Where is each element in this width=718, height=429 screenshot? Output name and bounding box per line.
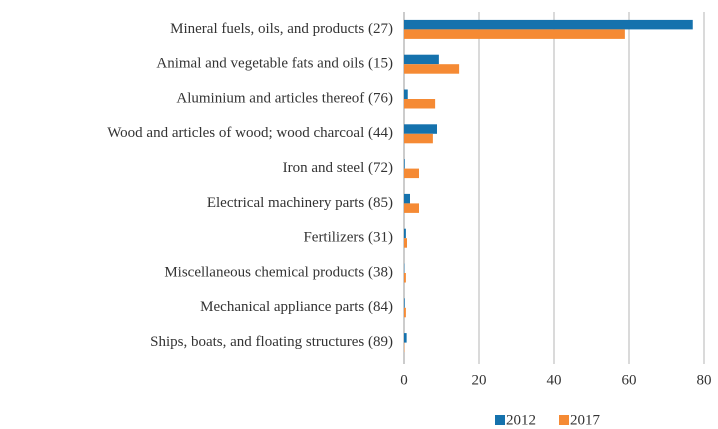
bar bbox=[404, 193, 410, 204]
bar bbox=[404, 64, 460, 74]
bar bbox=[404, 124, 437, 134]
bar bbox=[404, 19, 693, 30]
bar bbox=[404, 203, 419, 213]
category-label: Mechanical appliance parts (84) bbox=[200, 299, 393, 315]
x-tick-label: 80 bbox=[697, 372, 712, 388]
bar bbox=[404, 29, 625, 39]
x-tick-label: 0 bbox=[400, 372, 408, 388]
x-tick-label: 20 bbox=[472, 372, 487, 388]
category-label: Wood and articles of wood; wood charcoal… bbox=[107, 125, 393, 141]
legend-swatch bbox=[495, 415, 505, 425]
bar bbox=[404, 307, 406, 318]
bar bbox=[404, 159, 405, 169]
bar bbox=[404, 133, 433, 144]
category-label: Animal and vegetable fats and oils (15) bbox=[156, 56, 393, 72]
bar bbox=[404, 99, 436, 109]
legend-swatch bbox=[559, 415, 569, 425]
category-label: Aluminium and articles thereof (76) bbox=[176, 90, 393, 106]
bar bbox=[404, 298, 405, 308]
bar bbox=[404, 168, 419, 179]
bar bbox=[404, 238, 407, 248]
category-label: Mineral fuels, oils, and products (27) bbox=[170, 21, 393, 37]
category-label: Ships, boats, and floating structures (8… bbox=[150, 334, 393, 350]
bar bbox=[404, 273, 406, 283]
bar bbox=[404, 228, 406, 239]
bar bbox=[404, 54, 439, 65]
category-label: Miscellaneous chemical products (38) bbox=[164, 264, 393, 280]
legend-label: 2017 bbox=[570, 412, 601, 428]
category-label: Iron and steel (72) bbox=[283, 160, 393, 176]
x-tick-label: 40 bbox=[547, 372, 562, 388]
category-label: Fertilizers (31) bbox=[303, 230, 393, 246]
category-label: Electrical machinery parts (85) bbox=[207, 195, 393, 211]
legend-label: 2012 bbox=[506, 412, 536, 428]
x-tick-label: 60 bbox=[622, 372, 637, 388]
bar bbox=[404, 89, 408, 99]
bar bbox=[404, 333, 407, 343]
